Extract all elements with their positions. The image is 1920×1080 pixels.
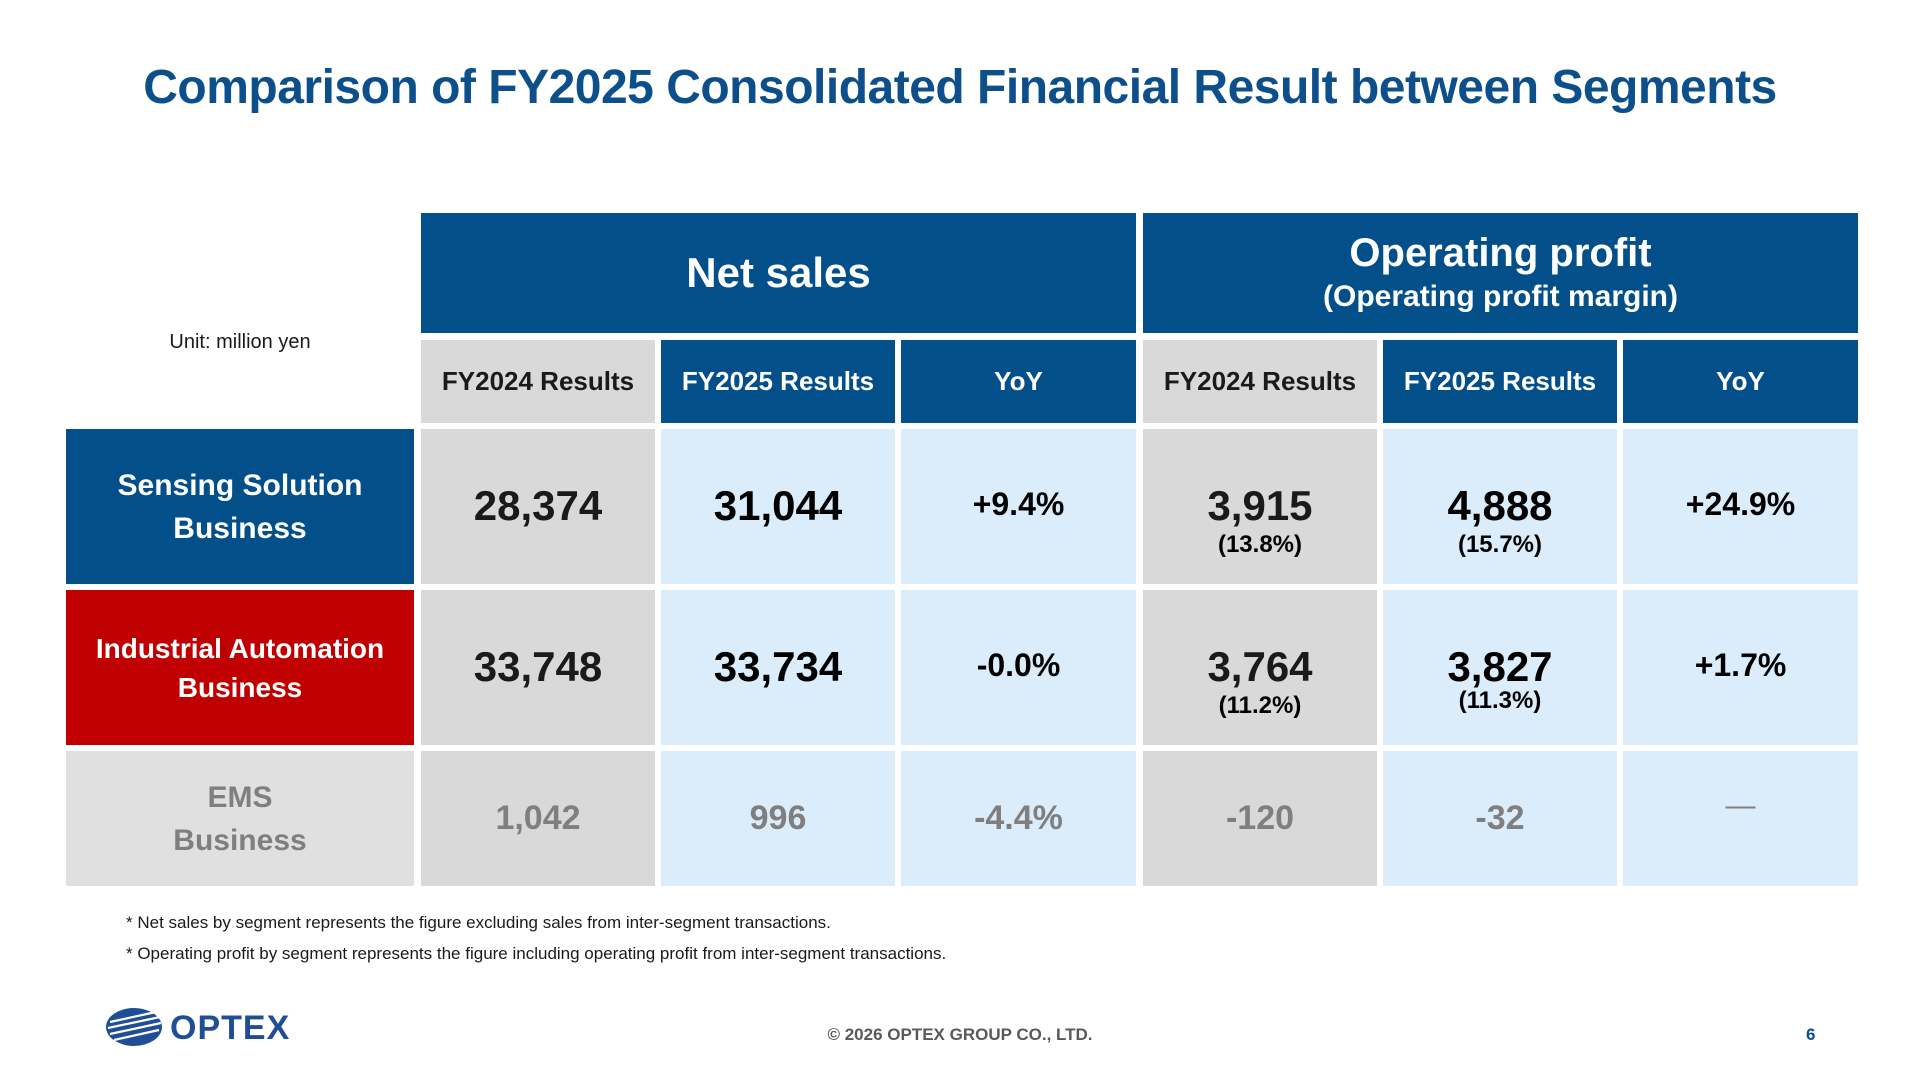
- row-label-line2: Business: [173, 511, 307, 545]
- industrial-ns-yoy: -0.0%: [901, 590, 1136, 745]
- margin-value: (15.7%): [1457, 531, 1543, 558]
- ems-ns-fy2024: 1,042: [421, 751, 655, 886]
- value: 4,888: [1447, 482, 1553, 529]
- copyright: © 2026 OPTEX GROUP CO., LTD.: [827, 1025, 1093, 1044]
- ems-op-yoy: ―: [1623, 751, 1858, 886]
- footnote-operating-profit: * Operating profit by segment represents…: [126, 944, 947, 963]
- subheader-op-yoy: YoY: [1623, 340, 1858, 423]
- value: 996: [749, 799, 807, 837]
- logo-text: OPTEX: [170, 1009, 290, 1047]
- row-label-industrial-automation: Industrial Automation Business: [66, 590, 414, 745]
- industrial-op-yoy: +1.7%: [1623, 590, 1858, 745]
- optex-logo-icon: OPTEX: [106, 1008, 290, 1047]
- sensing-op-fy2025: 4,888 (15.7%): [1383, 429, 1617, 584]
- header-net-sales: Net sales: [421, 213, 1136, 333]
- subheader-ns-fy2025-label: FY2025 Results: [681, 366, 875, 396]
- subheader-op-fy2024: FY2024 Results: [1143, 340, 1377, 423]
- value: 28,374: [473, 482, 603, 529]
- industrial-op-fy2024: 3,764 (11.2%): [1143, 590, 1377, 745]
- footnote-net-sales: * Net sales by segment represents the fi…: [126, 913, 831, 932]
- subheader-ns-yoy-label: YoY: [994, 366, 1043, 396]
- row-label-line1: EMS: [207, 780, 273, 814]
- value: 33,748: [473, 643, 603, 690]
- row-label-line2: Business: [173, 823, 307, 857]
- margin-value: (11.3%): [1458, 687, 1542, 714]
- subheader-ns-fy2024: FY2024 Results: [421, 340, 655, 423]
- value: -120: [1225, 799, 1295, 837]
- subheader-ns-yoy: YoY: [901, 340, 1136, 423]
- value: -32: [1475, 799, 1525, 837]
- subheader-op-fy2025: FY2025 Results: [1383, 340, 1617, 423]
- subheader-ns-fy2025: FY2025 Results: [661, 340, 895, 423]
- sensing-op-yoy: +24.9%: [1623, 429, 1858, 584]
- value: +1.7%: [1694, 647, 1787, 683]
- row-label-line1: Industrial Automation: [95, 632, 385, 664]
- value: 3,915: [1207, 482, 1313, 529]
- sensing-ns-yoy: +9.4%: [901, 429, 1136, 584]
- industrial-op-fy2025: 3,827 (11.3%): [1383, 590, 1617, 745]
- page-number: 6: [1806, 1025, 1816, 1044]
- industrial-ns-fy2025: 33,734: [661, 590, 895, 745]
- row-label-ems: EMS Business: [66, 751, 414, 886]
- row-label-line1: Sensing Solution: [117, 468, 363, 502]
- sensing-ns-fy2025: 31,044: [661, 429, 895, 584]
- ems-ns-yoy: -4.4%: [901, 751, 1136, 886]
- value: +24.9%: [1685, 486, 1796, 522]
- row-label-line2: Business: [177, 671, 303, 703]
- row-label-sensing-solution: Sensing Solution Business: [66, 429, 414, 584]
- header-operating-profit-sublabel: (Operating profit margin): [1323, 280, 1678, 313]
- value: 3,827: [1447, 643, 1553, 690]
- value: ―: [1725, 789, 1756, 822]
- optex-logo: OPTEX: [104, 1004, 326, 1050]
- value: 3,764: [1207, 643, 1313, 690]
- subheader-op-yoy-label: YoY: [1716, 366, 1765, 396]
- page-title: Comparison of FY2025 Consolidated Financ…: [143, 61, 1777, 114]
- sensing-op-fy2024: 3,915 (13.8%): [1143, 429, 1377, 584]
- header-operating-profit-label: Operating profit: [1349, 231, 1652, 275]
- sensing-ns-fy2024: 28,374: [421, 429, 655, 584]
- value: -4.4%: [974, 799, 1063, 837]
- subheader-op-fy2025-label: FY2025 Results: [1403, 366, 1597, 396]
- ems-op-fy2024: -120: [1143, 751, 1377, 886]
- header-operating-profit: Operating profit (Operating profit margi…: [1143, 213, 1858, 333]
- margin-value: (11.2%): [1218, 692, 1302, 719]
- value: 33,734: [713, 643, 843, 690]
- ems-ns-fy2025: 996: [661, 751, 895, 886]
- value: -0.0%: [976, 647, 1061, 683]
- value: +9.4%: [972, 486, 1065, 522]
- value: 31,044: [713, 482, 843, 529]
- subheader-op-fy2024-label: FY2024 Results: [1163, 366, 1357, 396]
- industrial-ns-fy2024: 33,748: [421, 590, 655, 745]
- value: 1,042: [495, 799, 581, 837]
- ems-op-fy2025: -32: [1383, 751, 1617, 886]
- subheader-ns-fy2024-label: FY2024 Results: [441, 366, 635, 396]
- margin-value: (13.8%): [1217, 531, 1303, 558]
- unit-label: Unit: million yen: [169, 331, 311, 353]
- header-net-sales-label: Net sales: [686, 249, 871, 296]
